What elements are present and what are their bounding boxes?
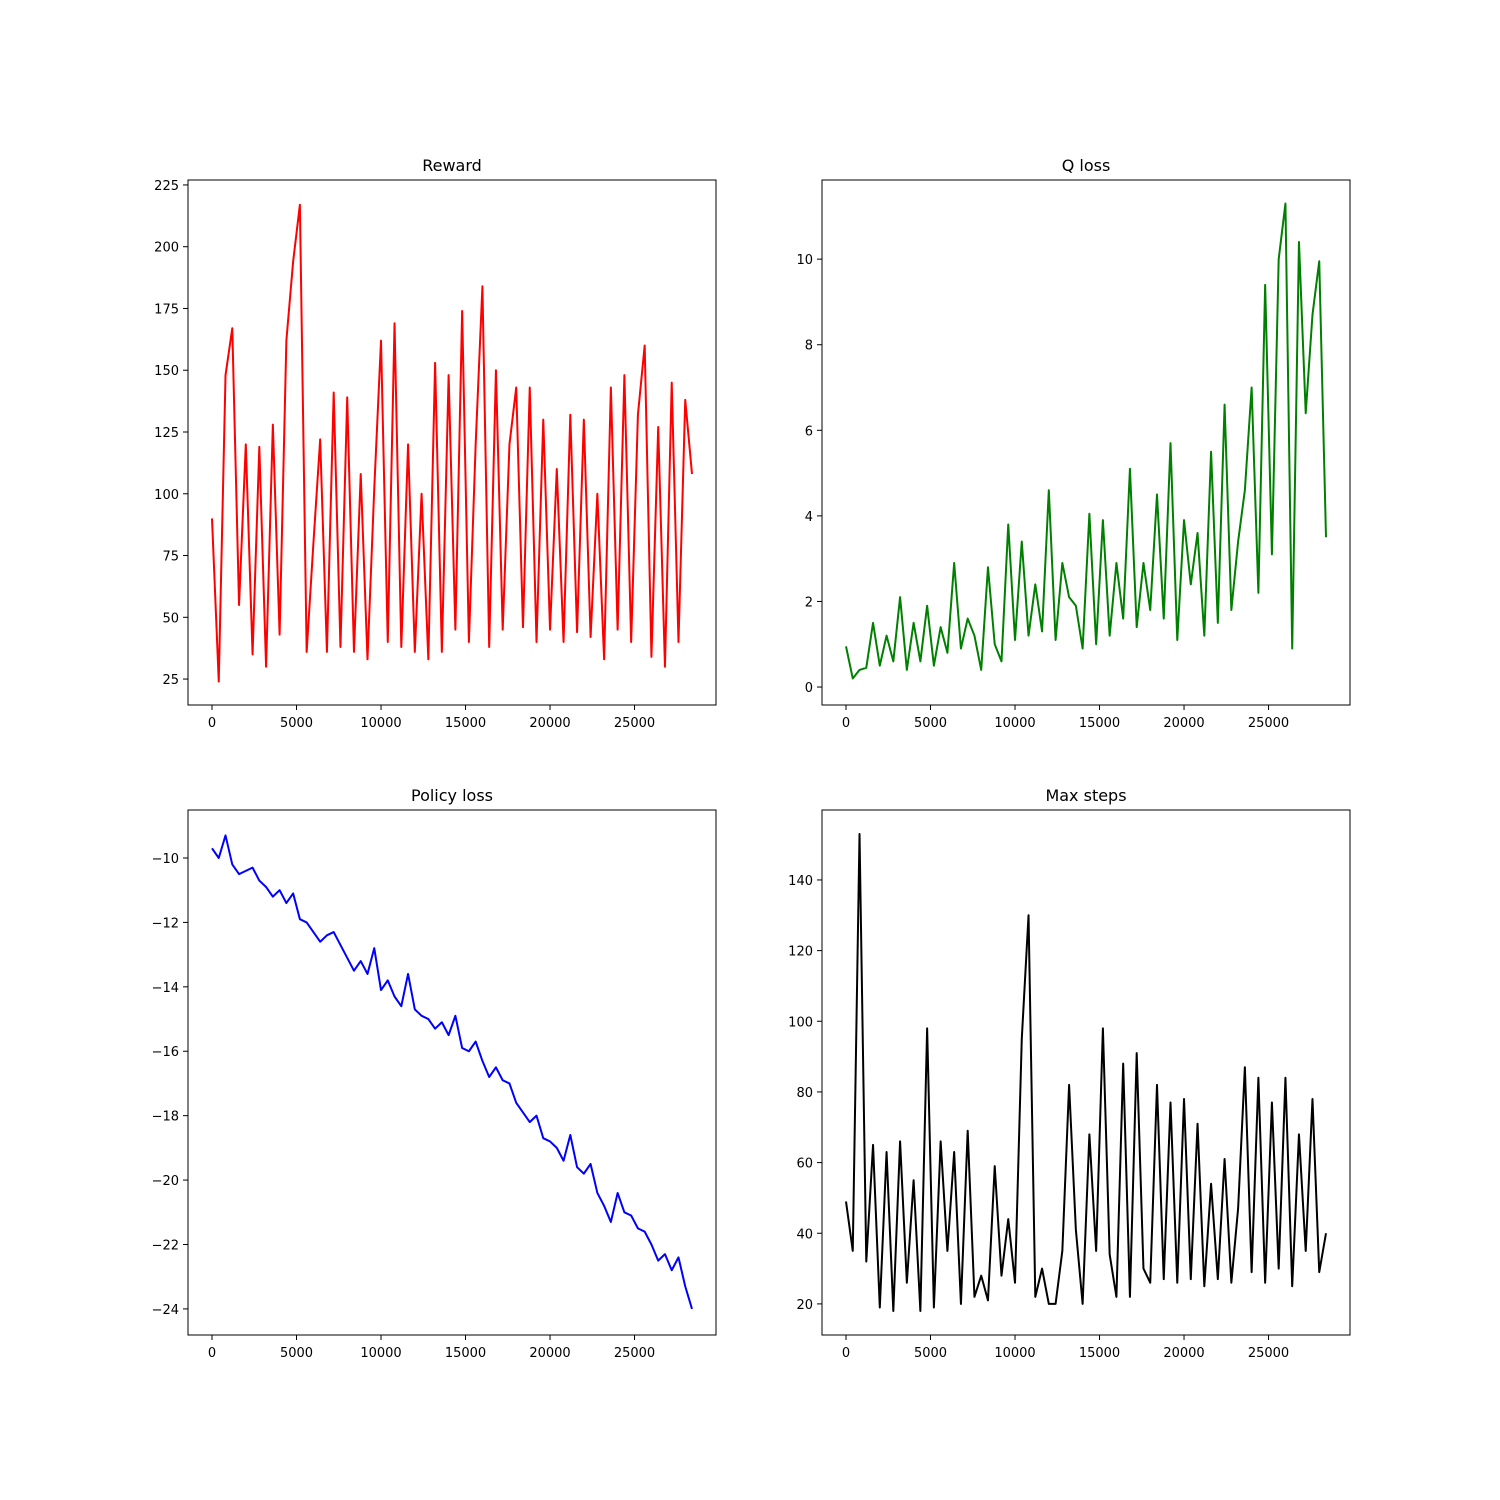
y-tick-label: 100 [154, 488, 179, 503]
x-tick-label: 15000 [1079, 716, 1120, 731]
x-tick-label: 0 [208, 1346, 216, 1361]
axes-frame [821, 809, 1351, 1336]
y-tick-label: 25 [162, 673, 179, 688]
x-tick-label: 0 [208, 716, 216, 731]
subplot-title: Q loss [1062, 156, 1111, 175]
y-tick-label: −12 [152, 916, 179, 931]
x-tick-label: 0 [842, 716, 850, 731]
data-line [845, 833, 1327, 1312]
x-tick-label: 15000 [1079, 1346, 1120, 1361]
x-tick-label: 20000 [529, 716, 570, 731]
y-tick-label: −16 [152, 1045, 179, 1060]
data-line [845, 202, 1327, 680]
x-tick-label: 5000 [914, 716, 947, 731]
y-tick-label: 2 [805, 595, 813, 610]
x-tick-label: 20000 [1163, 716, 1204, 731]
y-tick-label: 200 [154, 241, 179, 256]
y-tick-label: −20 [152, 1174, 179, 1189]
x-tick-label: 10000 [360, 716, 401, 731]
y-tick-label: 10 [796, 253, 813, 268]
y-tick-label: 6 [805, 424, 813, 439]
axes-frame [821, 179, 1351, 706]
y-tick-label: 75 [162, 550, 179, 565]
x-tick-label: 10000 [360, 1346, 401, 1361]
y-tick-label: 80 [796, 1086, 813, 1101]
x-tick-label: 25000 [614, 716, 655, 731]
subplot-title: Reward [422, 156, 482, 175]
data-line [211, 203, 693, 683]
y-tick-label: 120 [788, 945, 813, 960]
x-tick-label: 15000 [445, 716, 486, 731]
y-tick-label: −10 [152, 852, 179, 867]
subplot-title: Policy loss [411, 786, 493, 805]
y-tick-label: 8 [805, 339, 813, 354]
axes-frame [187, 179, 717, 706]
y-tick-label: 175 [154, 302, 179, 317]
y-tick-label: 20 [796, 1298, 813, 1313]
y-tick-label: 150 [154, 364, 179, 379]
y-tick-label: 225 [154, 179, 179, 194]
y-tick-label: 100 [788, 1015, 813, 1030]
y-tick-label: 0 [805, 681, 813, 696]
x-tick-label: 20000 [1163, 1346, 1204, 1361]
y-tick-label: −24 [152, 1303, 179, 1318]
y-tick-label: −14 [152, 981, 179, 996]
y-tick-label: 4 [805, 510, 813, 525]
x-tick-label: 5000 [280, 716, 313, 731]
y-tick-label: 40 [796, 1227, 813, 1242]
x-tick-label: 15000 [445, 1346, 486, 1361]
y-tick-label: −22 [152, 1238, 179, 1253]
x-tick-label: 25000 [1248, 1346, 1289, 1361]
x-tick-label: 10000 [994, 1346, 1035, 1361]
y-tick-label: 125 [154, 426, 179, 441]
x-tick-label: 25000 [614, 1346, 655, 1361]
x-tick-label: 25000 [1248, 716, 1289, 731]
subplot-title: Max steps [1045, 786, 1126, 805]
y-tick-label: −18 [152, 1110, 179, 1125]
y-tick-label: 50 [162, 611, 179, 626]
data-line [211, 834, 693, 1310]
axes-frame [187, 809, 717, 1336]
x-tick-label: 20000 [529, 1346, 570, 1361]
x-tick-label: 5000 [914, 1346, 947, 1361]
y-tick-label: 140 [788, 874, 813, 889]
y-tick-label: 60 [796, 1157, 813, 1172]
x-tick-label: 5000 [280, 1346, 313, 1361]
x-tick-label: 10000 [994, 716, 1035, 731]
x-tick-label: 0 [842, 1346, 850, 1361]
